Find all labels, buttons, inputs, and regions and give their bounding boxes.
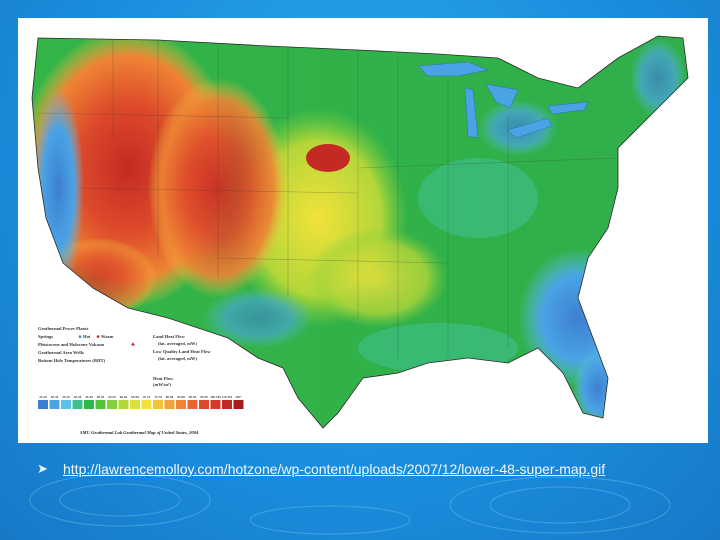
scale-swatch: [176, 400, 186, 409]
scale-swatch: [153, 400, 163, 409]
volcano-marker: [131, 342, 135, 346]
map-title: SMU Geothermal Lab Geothermal Map of Uni…: [80, 430, 199, 435]
scale-swatch: [38, 400, 48, 409]
scale-swatch: [61, 400, 71, 409]
warm-spring-marker: [96, 335, 100, 338]
legend-volcano: Pleistocene and Holocene Volcano: [38, 342, 105, 347]
scale-swatch: [84, 400, 94, 409]
scale-label: 95-99: [200, 395, 208, 399]
scale-label: 85-89: [177, 395, 185, 399]
scale-swatch: [141, 400, 152, 409]
heat-flow-color-scale: 25-29 30-34 35-39 40-44 45-49 50-54 55-59 60-64…: [38, 395, 244, 409]
bullet-arrow-icon: ➤: [37, 461, 48, 476]
us-outline: [31, 35, 689, 429]
legend-heat-flow: Heat Flow: [153, 376, 174, 381]
scale-swatch: [130, 400, 140, 409]
geothermal-map: Geothermal Power Plants Springs Hot Warm…: [18, 18, 708, 443]
legend-springs-hot: Hot: [83, 334, 91, 339]
scale-label: 90-94: [189, 395, 197, 399]
scale-swatch: [107, 400, 117, 409]
scale-label: 75-79: [154, 395, 162, 399]
scale-label: 40-44: [74, 395, 82, 399]
legend-springs: Springs: [38, 334, 53, 339]
scale-swatch: [187, 400, 198, 409]
legend-land-heat-flow: Land Heat Flow: [153, 334, 186, 339]
legend-springs-warm: Warm: [101, 334, 114, 339]
scale-swatch: [95, 400, 106, 409]
scale-label: 35-39: [62, 395, 70, 399]
legend-land-heat-flow-sub: (lat. averaged, mW): [158, 341, 198, 346]
scale-label: 110-119: [222, 395, 233, 399]
legend-low-quality-sub: (lat. averaged, mW): [158, 356, 198, 361]
legend-power-plants: Geothermal Power Plants: [38, 326, 89, 331]
scale-swatch: [199, 400, 209, 409]
scale-label: 65-69: [131, 395, 139, 399]
map-legend: Geothermal Power Plants Springs Hot Warm…: [38, 326, 244, 435]
scale-label: 25-29: [39, 395, 47, 399]
scale-label: 45-49: [85, 395, 93, 399]
scale-swatch: [233, 400, 244, 409]
legend-heat-flow-unit: (mW/m²): [153, 382, 171, 387]
scale-label: 50-54: [97, 395, 105, 399]
legend-bht: Bottom Hole Temperatures (BHT): [38, 358, 106, 363]
great-lakes: [417, 61, 589, 139]
source-link[interactable]: http://lawrencemolloy.com/hotzone/wp-con…: [63, 461, 606, 477]
scale-swatch: [49, 400, 60, 409]
scale-label: 100-109: [210, 395, 221, 399]
legend-area-wells: Geothermal Area Wells: [38, 350, 84, 355]
scale-swatch: [72, 400, 83, 409]
hot-spring-marker: [78, 335, 82, 338]
scale-label: 60-64: [120, 395, 128, 399]
scale-label: 70-74: [143, 395, 151, 399]
scale-swatch: [118, 400, 129, 409]
scale-label: 80-84: [166, 395, 174, 399]
scale-label: 120+: [235, 395, 242, 399]
state-borders: [37, 40, 619, 358]
scale-swatch: [210, 400, 221, 409]
scale-label: 30-34: [51, 395, 59, 399]
legend-low-quality: Low Quality Land Heat Flow: [153, 349, 211, 354]
scale-swatch: [222, 400, 232, 409]
heat-flow-map-svg: Geothermal Power Plants Springs Hot Warm…: [31, 35, 689, 435]
scale-swatch: [164, 400, 175, 409]
scale-label: 55-59: [108, 395, 116, 399]
